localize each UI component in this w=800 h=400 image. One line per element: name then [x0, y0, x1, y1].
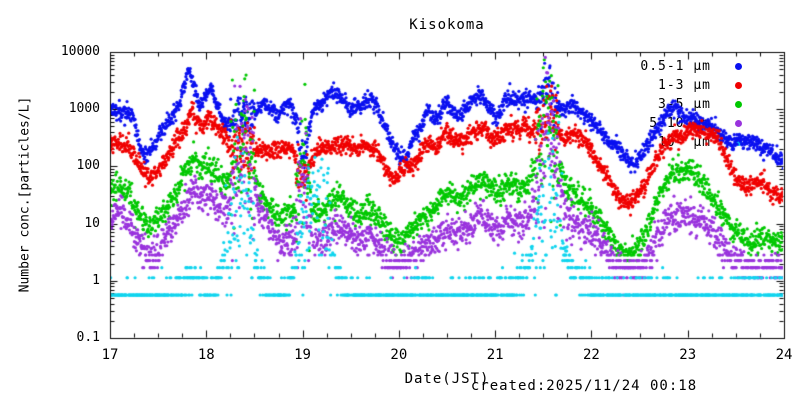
chart-figure: Kisokoma Number conc.[particles/L] Date(… — [0, 0, 800, 400]
plot-canvas — [0, 0, 800, 400]
